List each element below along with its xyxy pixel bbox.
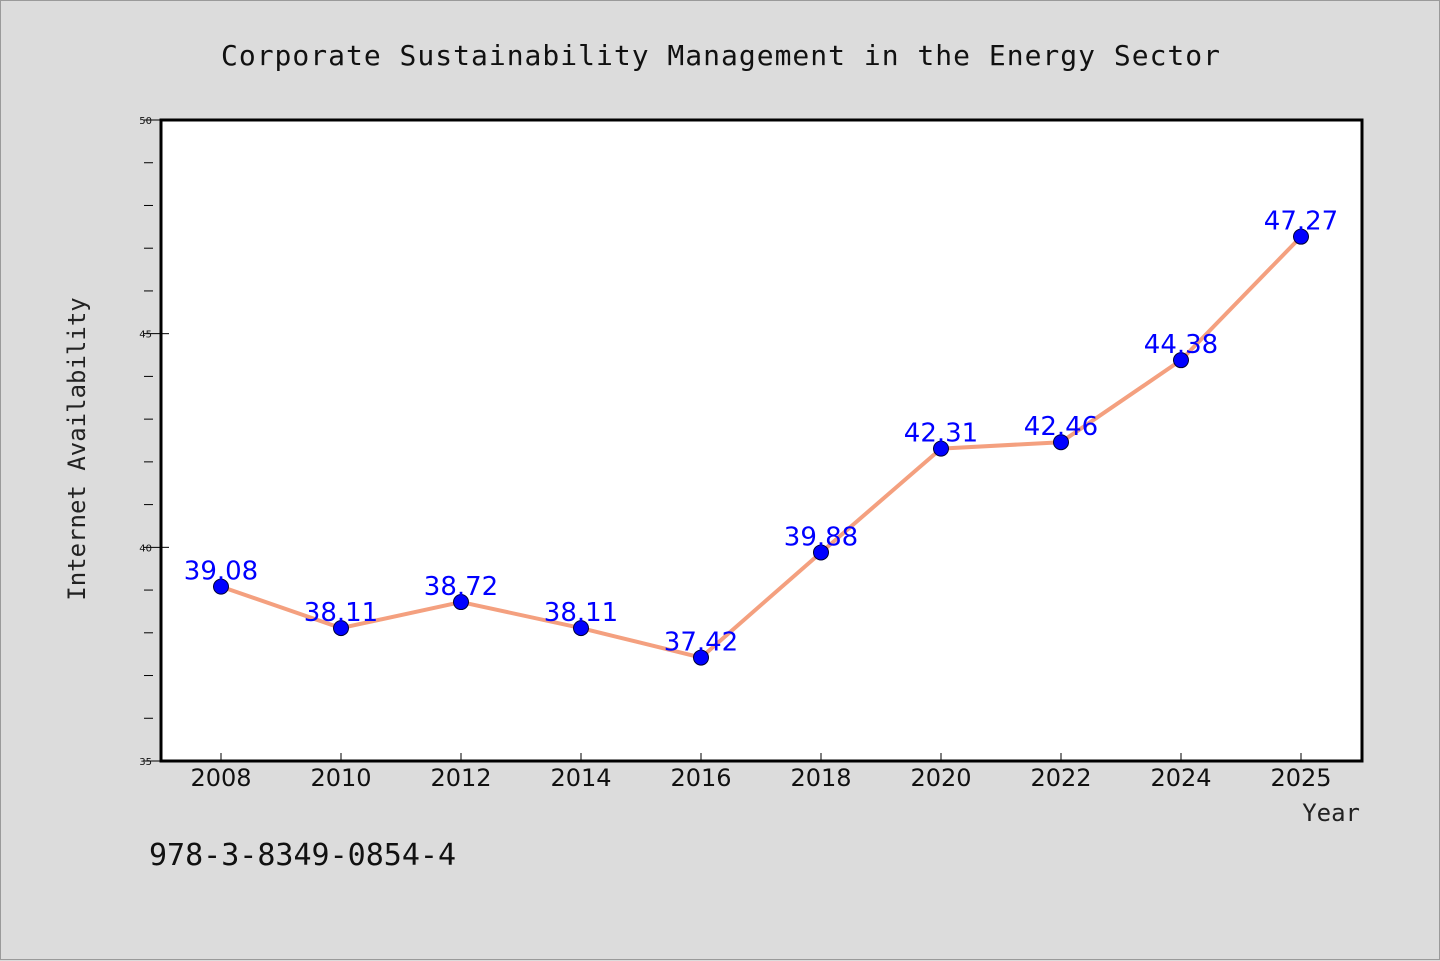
series-group — [213, 228, 1309, 666]
y-axis-title: Internet Availability — [63, 297, 91, 600]
x-tick-label: 2014 — [550, 764, 611, 792]
data-label: 39.08 — [184, 557, 258, 587]
x-tick-label: 2010 — [310, 764, 371, 792]
data-label: 37.42 — [664, 628, 738, 658]
data-point — [933, 440, 949, 457]
chart-title: Corporate Sustainability Management in t… — [221, 39, 1221, 72]
data-label: 42.31 — [904, 419, 978, 449]
data-point — [573, 620, 589, 637]
plot-area — [159, 118, 1364, 763]
data-label: 42.46 — [1024, 412, 1098, 442]
x-tick-label: 2020 — [910, 764, 971, 792]
data-labels-group: 39.08 38.11 38.72 38.11 37.42 39.88 42.31 42.46… — [184, 207, 1338, 658]
y-tick-label: 45 — [139, 330, 152, 341]
data-label: 38.11 — [304, 598, 378, 628]
x-tick-label: 2025 — [1270, 764, 1331, 792]
data-point — [453, 594, 469, 611]
series-line — [219, 234, 1303, 660]
y-tick-label: 35 — [139, 757, 152, 768]
x-tick-label: 2024 — [1150, 764, 1211, 792]
isbn-text: 978-3-8349-0854-4 — [149, 838, 456, 873]
data-label: 38.11 — [544, 598, 618, 628]
x-axis-title: Year — [1302, 799, 1360, 827]
x-tick-label: 2018 — [790, 764, 851, 792]
data-label: 47.27 — [1264, 207, 1338, 237]
data-label: 44.38 — [1144, 330, 1218, 360]
x-tick-label: 2008 — [190, 764, 251, 792]
x-tick-label: 2016 — [670, 764, 731, 792]
x-tick-label: 2022 — [1030, 764, 1091, 792]
data-point — [693, 649, 709, 666]
data-point — [1053, 434, 1069, 451]
data-point — [1293, 228, 1309, 245]
x-tick-label: 2012 — [430, 764, 491, 792]
x-axis-ticks: 2008 2010 2012 2014 2016 2018 2020 2022 2024 2025 — [190, 753, 1332, 792]
data-point — [813, 544, 829, 561]
data-label: 38.72 — [424, 572, 498, 602]
data-label: 39.88 — [784, 522, 858, 552]
y-axis-ticks: 35 40 45 50 — [139, 116, 169, 768]
data-point — [1173, 352, 1189, 369]
y-tick-label: 40 — [139, 543, 152, 554]
y-tick-label: 50 — [139, 116, 152, 127]
data-point — [213, 578, 229, 595]
data-point — [333, 620, 349, 637]
